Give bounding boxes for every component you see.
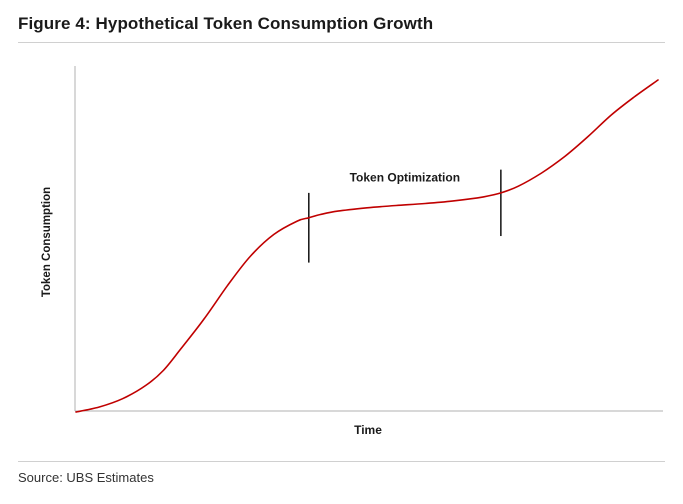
chart-labels: Token Optimization Time Token Consumption [41,170,460,437]
chart-markers [308,169,502,263]
source-note: Source: UBS Estimates [18,470,154,485]
chart-axes [74,66,663,412]
x-axis-label: Time [354,423,382,437]
chart-series [75,79,659,413]
y-axis-label: Token Consumption [41,187,53,297]
series-line [75,79,659,413]
figure-title: Figure 4: Hypothetical Token Consumption… [18,14,434,33]
annotation-label: Token Optimization [350,170,460,184]
title-divider [18,42,665,43]
footer-divider [18,461,665,462]
